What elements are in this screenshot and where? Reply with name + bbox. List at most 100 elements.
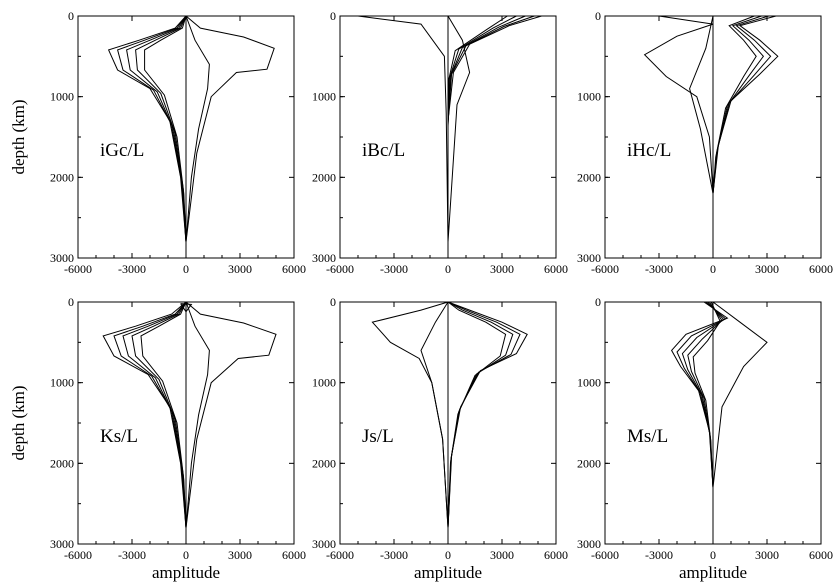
y-tick-label: 1000	[577, 90, 601, 104]
series-line-3	[712, 15, 765, 194]
y-tick-label: 2000	[577, 170, 601, 184]
series-line-6	[185, 15, 210, 242]
y-tick-label: 2000	[577, 456, 601, 470]
series-line-4	[692, 301, 721, 488]
x-tick-label: -6000	[326, 262, 354, 276]
y-tick-label: 3000	[577, 251, 601, 265]
panel-label: iGc/L	[100, 140, 144, 161]
series-line-6	[447, 15, 471, 242]
series-line-3	[131, 301, 187, 528]
x-tick-label: 6000	[544, 548, 568, 562]
series-line-3	[447, 301, 507, 528]
x-tick-label: -3000	[645, 548, 673, 562]
panel-label: iHc/L	[627, 140, 671, 161]
y-tick-label: 0	[68, 295, 74, 309]
series-line-1	[113, 301, 187, 528]
x-tick-label: -3000	[118, 548, 146, 562]
x-tick-label: 3000	[228, 262, 252, 276]
x-tick-label: 0	[710, 262, 716, 276]
y-tick-label: 2000	[312, 456, 336, 470]
series-line-3	[135, 15, 187, 242]
x-tick-label: 3000	[490, 262, 514, 276]
x-tick-label: 3000	[755, 548, 779, 562]
x-tick-label: 6000	[809, 548, 833, 562]
panels: -6000 -3000 0 3000 6000 0 1000 2000 3000 iGc/L dep…	[9, 9, 833, 582]
series-line-4	[712, 15, 757, 194]
x-tick-label: -6000	[326, 548, 354, 562]
y-tick-label: 1000	[312, 376, 336, 390]
y-tick-label: 3000	[312, 251, 336, 265]
x-tick-label: 6000	[809, 262, 833, 276]
x-tick-label: -6000	[591, 262, 619, 276]
panel-0: -6000 -3000 0 3000 6000 0 1000 2000 3000 iGc/L dep…	[9, 9, 306, 276]
series-line-1	[447, 301, 521, 528]
x-axis-label: amplitude	[679, 563, 747, 582]
x-tick-label: 0	[445, 262, 451, 276]
x-tick-label: 0	[183, 262, 189, 276]
x-tick-label: -6000	[591, 548, 619, 562]
panel-3: -6000 -3000 0 3000 6000 0 1000 2000 3000 Ks/L dept…	[9, 295, 306, 582]
x-tick-label: 6000	[282, 548, 306, 562]
x-axis-label: amplitude	[152, 563, 220, 582]
series-line-7	[185, 301, 210, 528]
x-tick-label: -6000	[64, 262, 92, 276]
y-tick-label: 0	[595, 295, 601, 309]
series-line-0	[357, 15, 449, 242]
x-tick-label: 3000	[490, 548, 514, 562]
series-line-3	[447, 15, 526, 242]
series-line-4	[140, 301, 187, 528]
y-axis-label: depth (km)	[9, 99, 28, 174]
y-tick-label: 3000	[312, 537, 336, 551]
y-tick-label: 1000	[50, 376, 74, 390]
series-line-5	[185, 15, 275, 242]
x-tick-label: 6000	[544, 262, 568, 276]
panel-4: -6000 -3000 0 3000 6000 0 1000 2000 3000 Js/L ampl…	[312, 295, 568, 582]
y-axis-label: depth (km)	[9, 385, 28, 460]
panel-label: Ms/L	[627, 426, 668, 447]
series-line-2	[122, 301, 187, 528]
y-tick-label: 3000	[577, 537, 601, 551]
y-tick-label: 0	[330, 295, 336, 309]
y-tick-label: 1000	[50, 90, 74, 104]
x-tick-label: -6000	[64, 548, 92, 562]
y-tick-label: 2000	[50, 456, 74, 470]
series-line-1	[447, 15, 542, 242]
panel-1: -6000 -3000 0 3000 6000 0 1000 2000 3000 iBc/L	[312, 9, 568, 276]
series-line-3	[687, 301, 723, 488]
panel-5: -6000 -3000 0 3000 6000 0 1000 2000 3000 Ms/L ampl…	[577, 295, 833, 582]
x-tick-label: 3000	[755, 262, 779, 276]
x-tick-label: -3000	[118, 262, 146, 276]
y-tick-label: 3000	[50, 251, 74, 265]
y-tick-label: 1000	[577, 376, 601, 390]
x-tick-label: -3000	[645, 262, 673, 276]
x-tick-label: -3000	[380, 548, 408, 562]
panel-label: iBc/L	[362, 140, 405, 161]
series-line-1	[116, 15, 187, 242]
series-line-2	[126, 15, 187, 242]
series-line-4	[371, 301, 449, 528]
series-line-5	[712, 301, 768, 488]
x-tick-label: 0	[445, 548, 451, 562]
x-tick-label: -3000	[380, 262, 408, 276]
y-tick-label: 2000	[50, 170, 74, 184]
x-tick-label: 0	[183, 548, 189, 562]
series-line-5	[447, 15, 508, 242]
x-tick-label: 6000	[282, 262, 306, 276]
series-line-0	[447, 301, 528, 528]
x-axis-label: amplitude	[414, 563, 482, 582]
y-tick-label: 0	[68, 9, 74, 23]
y-tick-label: 2000	[312, 170, 336, 184]
y-tick-label: 0	[330, 9, 336, 23]
x-tick-label: 3000	[228, 548, 252, 562]
y-tick-label: 1000	[312, 90, 336, 104]
series-line-0	[643, 15, 714, 194]
series-line-5	[420, 301, 449, 528]
y-tick-label: 3000	[50, 537, 74, 551]
panel-2: -6000 -3000 0 3000 6000 0 1000 2000 3000 iHc/L	[577, 9, 833, 276]
series-line-4	[144, 15, 187, 242]
series-line-4	[447, 15, 517, 242]
series-line-5	[689, 15, 714, 194]
y-tick-label: 0	[595, 9, 601, 23]
x-tick-label: 0	[710, 548, 716, 562]
